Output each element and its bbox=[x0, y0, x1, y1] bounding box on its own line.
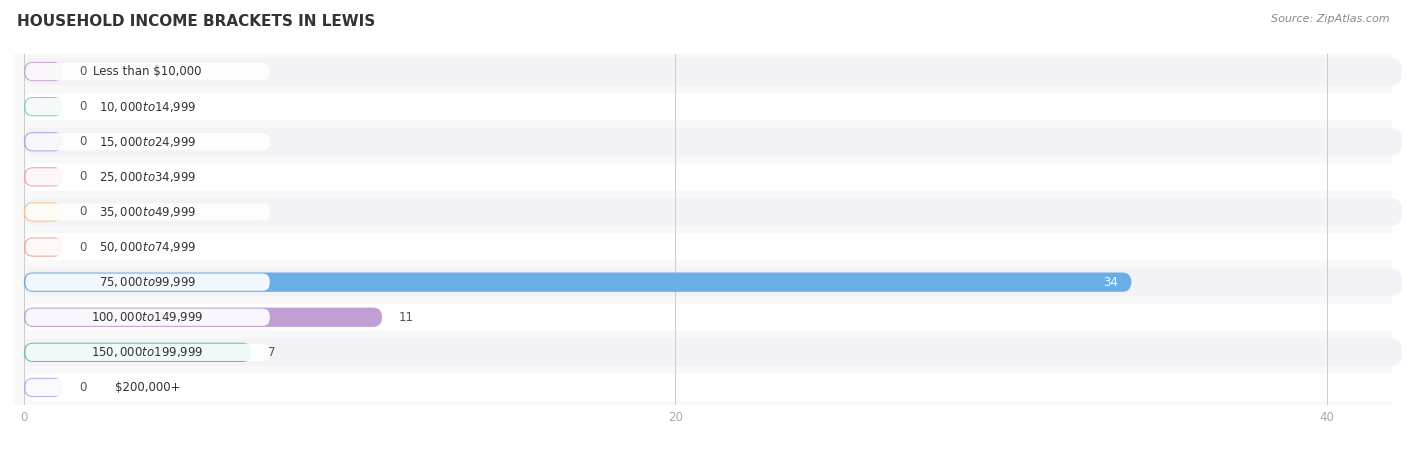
FancyBboxPatch shape bbox=[24, 304, 1402, 331]
FancyBboxPatch shape bbox=[24, 378, 63, 397]
Text: 0: 0 bbox=[79, 100, 87, 113]
Text: 0: 0 bbox=[79, 381, 87, 394]
FancyBboxPatch shape bbox=[24, 269, 1402, 296]
FancyBboxPatch shape bbox=[25, 309, 270, 326]
Text: $100,000 to $149,999: $100,000 to $149,999 bbox=[91, 310, 204, 324]
FancyBboxPatch shape bbox=[24, 97, 63, 116]
Text: $35,000 to $49,999: $35,000 to $49,999 bbox=[98, 205, 197, 219]
FancyBboxPatch shape bbox=[24, 132, 63, 151]
FancyBboxPatch shape bbox=[24, 343, 252, 362]
FancyBboxPatch shape bbox=[24, 308, 382, 327]
FancyBboxPatch shape bbox=[24, 339, 1402, 366]
Text: 0: 0 bbox=[79, 241, 87, 253]
FancyBboxPatch shape bbox=[25, 63, 270, 80]
FancyBboxPatch shape bbox=[25, 203, 270, 220]
FancyBboxPatch shape bbox=[25, 98, 270, 115]
Text: Less than $10,000: Less than $10,000 bbox=[93, 65, 202, 78]
Text: 34: 34 bbox=[1104, 276, 1118, 288]
Text: 11: 11 bbox=[398, 311, 413, 324]
Text: 0: 0 bbox=[79, 206, 87, 218]
Text: Source: ZipAtlas.com: Source: ZipAtlas.com bbox=[1271, 14, 1389, 23]
FancyBboxPatch shape bbox=[24, 234, 1402, 261]
FancyBboxPatch shape bbox=[24, 374, 1402, 401]
Text: $200,000+: $200,000+ bbox=[115, 381, 180, 394]
Text: HOUSEHOLD INCOME BRACKETS IN LEWIS: HOUSEHOLD INCOME BRACKETS IN LEWIS bbox=[17, 14, 375, 28]
FancyBboxPatch shape bbox=[24, 163, 1402, 190]
Text: $25,000 to $34,999: $25,000 to $34,999 bbox=[98, 170, 197, 184]
FancyBboxPatch shape bbox=[25, 238, 270, 256]
FancyBboxPatch shape bbox=[24, 93, 1402, 120]
FancyBboxPatch shape bbox=[25, 344, 270, 361]
FancyBboxPatch shape bbox=[25, 274, 270, 291]
Text: 0: 0 bbox=[79, 135, 87, 148]
FancyBboxPatch shape bbox=[24, 58, 1402, 85]
Text: 0: 0 bbox=[79, 65, 87, 78]
FancyBboxPatch shape bbox=[24, 62, 63, 81]
FancyBboxPatch shape bbox=[25, 133, 270, 150]
Text: $50,000 to $74,999: $50,000 to $74,999 bbox=[98, 240, 197, 254]
FancyBboxPatch shape bbox=[24, 238, 63, 256]
FancyBboxPatch shape bbox=[24, 167, 63, 186]
FancyBboxPatch shape bbox=[25, 379, 270, 396]
Text: $150,000 to $199,999: $150,000 to $199,999 bbox=[91, 345, 204, 360]
FancyBboxPatch shape bbox=[24, 202, 63, 221]
Text: $15,000 to $24,999: $15,000 to $24,999 bbox=[98, 135, 197, 149]
FancyBboxPatch shape bbox=[25, 168, 270, 185]
FancyBboxPatch shape bbox=[24, 128, 1402, 155]
Text: 0: 0 bbox=[79, 171, 87, 183]
Text: 7: 7 bbox=[269, 346, 276, 359]
FancyBboxPatch shape bbox=[24, 273, 1132, 292]
Text: $10,000 to $14,999: $10,000 to $14,999 bbox=[98, 99, 197, 114]
Text: $75,000 to $99,999: $75,000 to $99,999 bbox=[98, 275, 197, 289]
FancyBboxPatch shape bbox=[24, 198, 1402, 225]
